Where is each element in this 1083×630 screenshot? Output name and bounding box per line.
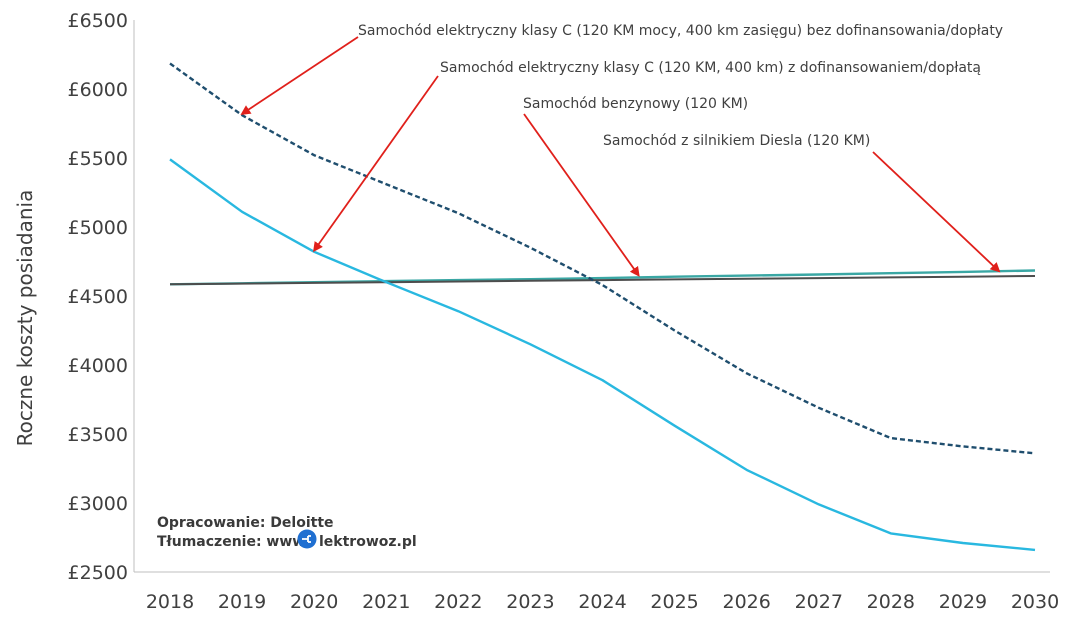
annotation-label-4: Samochód z silnikiem Diesla (120 KM) xyxy=(603,133,870,149)
x-tick-label: 2029 xyxy=(939,591,987,613)
annotation-arrow-1 xyxy=(240,36,359,115)
x-tick-label: 2025 xyxy=(650,591,698,613)
y-tick-label: £6500 xyxy=(68,10,128,32)
series-line-4 xyxy=(169,275,1036,286)
credit-line-2-suffix: lektrowoz.pl xyxy=(319,534,417,550)
y-tick-label: £6000 xyxy=(68,79,128,101)
x-tick-label: 2019 xyxy=(218,591,266,613)
x-tick-label: 2024 xyxy=(578,591,626,613)
y-tick-label: £2500 xyxy=(68,562,128,584)
x-tick-label: 2020 xyxy=(290,591,338,613)
x-tick-label: 2027 xyxy=(795,591,843,613)
annotation-label-3: Samochód benzynowy (120 KM) xyxy=(523,96,748,112)
x-tick-label: 2030 xyxy=(1011,591,1059,613)
y-tick-label: £4500 xyxy=(68,286,128,308)
annotation-arrow-2 xyxy=(313,75,439,253)
y-tick-label: £4000 xyxy=(68,355,128,377)
x-tick-label: 2023 xyxy=(506,591,554,613)
annotation-arrow-3 xyxy=(523,113,640,277)
series-line-2 xyxy=(169,158,1036,552)
series-line-1 xyxy=(169,62,1036,455)
x-tick-label: 2022 xyxy=(434,591,482,613)
x-tick-label: 2028 xyxy=(867,591,915,613)
y-axis-label: Roczne koszty posiadania xyxy=(13,190,37,447)
axes: £2500 £3000 £3500 £4000 £4500 £5000 £5500 £6000… xyxy=(13,10,1059,613)
annotations-group: Samochód elektryczny klasy C (120 KM moc… xyxy=(240,23,1003,277)
x-tick-label: 2021 xyxy=(362,591,410,613)
annotation-label-2: Samochód elektryczny klasy C (120 KM, 40… xyxy=(440,60,981,76)
y-tick-label: £5500 xyxy=(68,148,128,170)
annotation-arrow-4 xyxy=(872,151,1001,273)
x-tick-label: 2026 xyxy=(722,591,770,613)
y-tick-label: £3500 xyxy=(68,424,128,446)
plug-logo-icon xyxy=(297,529,317,549)
y-tick-label: £3000 xyxy=(68,493,128,515)
credits: Opracowanie: Deloitte Tłumaczenie: www. … xyxy=(157,515,417,550)
x-tick-label: 2018 xyxy=(146,591,194,613)
credit-line-1: Opracowanie: Deloitte xyxy=(157,515,334,531)
y-tick-label: £5000 xyxy=(68,217,128,239)
annotation-label-1: Samochód elektryczny klasy C (120 KM moc… xyxy=(358,23,1003,39)
credit-line-2-prefix: Tłumaczenie: www. xyxy=(157,534,310,550)
